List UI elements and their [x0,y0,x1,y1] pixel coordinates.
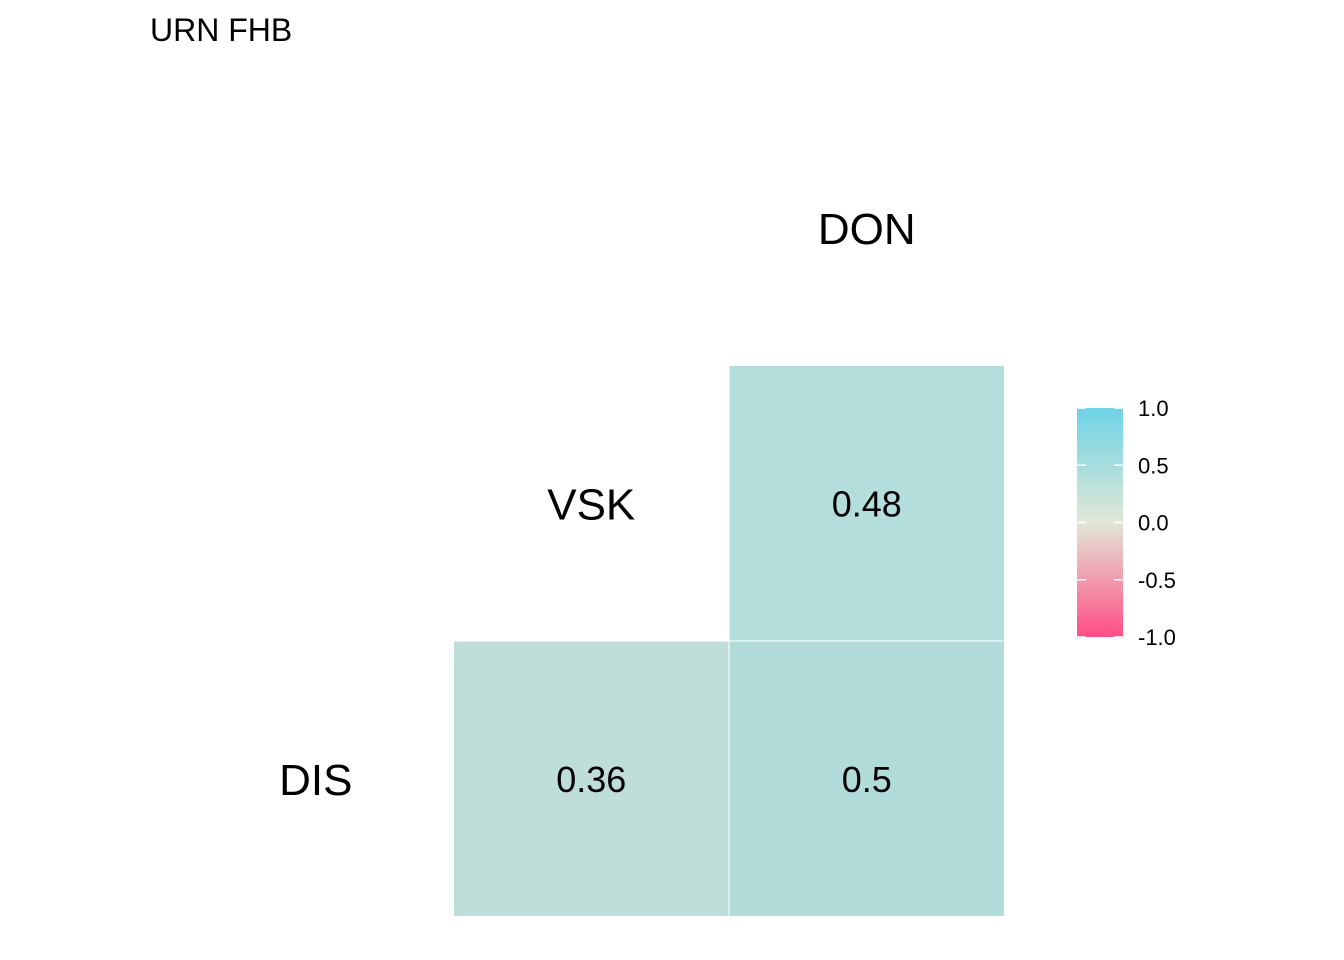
legend-tick-label: -0.5 [1138,568,1176,593]
variable-label-vsk: VSK [547,480,635,529]
heatmap-cells: 0.48 0.36 0.5 [453,365,1005,917]
cell-vsk-don [728,365,1005,642]
variable-labels: DIS VSK DON [279,205,916,805]
legend-ticks: 1.0 0.5 0.0 -0.5 -1.0 [1077,396,1176,650]
cell-dis-don [728,640,1005,917]
cell-value-dis-vsk: 0.36 [556,759,626,800]
variable-label-dis: DIS [279,756,352,805]
legend-tick-label: 0.5 [1138,453,1169,478]
cell-value-dis-don: 0.5 [842,759,892,800]
legend-tick-label: -1.0 [1138,625,1176,650]
color-legend: 1.0 0.5 0.0 -0.5 -1.0 [1077,396,1176,650]
legend-tick-label: 0.0 [1138,511,1169,536]
variable-label-don: DON [818,205,916,254]
cell-value-vsk-don: 0.48 [832,483,902,524]
legend-tick-label: 1.0 [1138,396,1169,421]
chart-title: URN FHB [150,12,292,48]
cell-dis-vsk [453,640,730,917]
